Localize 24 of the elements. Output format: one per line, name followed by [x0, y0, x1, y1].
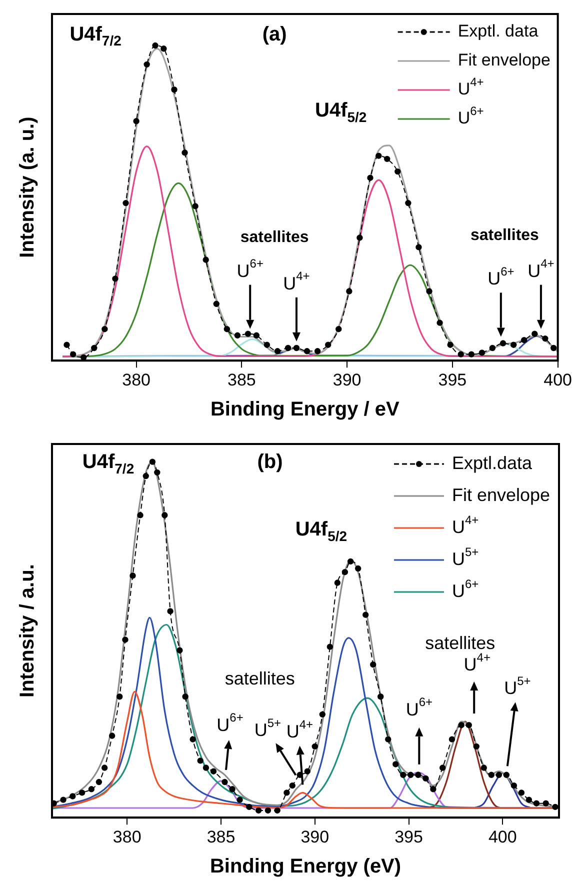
annotation: satellites [425, 632, 496, 653]
legend-label: Fit envelope [452, 484, 550, 505]
annotation: satellites [470, 227, 540, 244]
legend-label: Exptl.data [452, 452, 534, 473]
x-axis-title: Binding Energy / eV [210, 398, 400, 421]
y-axis-title: Intensity (a. u.) [16, 116, 39, 258]
x-tick-label: 400 [544, 370, 572, 390]
x-axis-title: Binding Energy (eV) [210, 856, 402, 878]
x-tick-label: 400 [488, 827, 517, 846]
annotation: (b) [257, 451, 283, 474]
legend-label: Fit envelope [458, 50, 550, 70]
text: (a) [262, 23, 287, 46]
x-tick-label: 380 [112, 827, 142, 846]
x-tick-label: 380 [122, 370, 150, 390]
x-tick-label: 395 [438, 370, 467, 390]
x-tick-label: 395 [394, 827, 423, 846]
x-tick-label: 385 [227, 370, 256, 390]
annotation: satellites [224, 668, 295, 688]
legend-label: Exptl. data [458, 22, 539, 41]
x-tick-label: 390 [332, 370, 362, 390]
x-tick-label: 385 [206, 827, 236, 846]
x-tick-label: 390 [300, 827, 330, 846]
y-axis-title: Intensity / a.u. [16, 564, 39, 698]
annotation: satellites [240, 228, 309, 246]
